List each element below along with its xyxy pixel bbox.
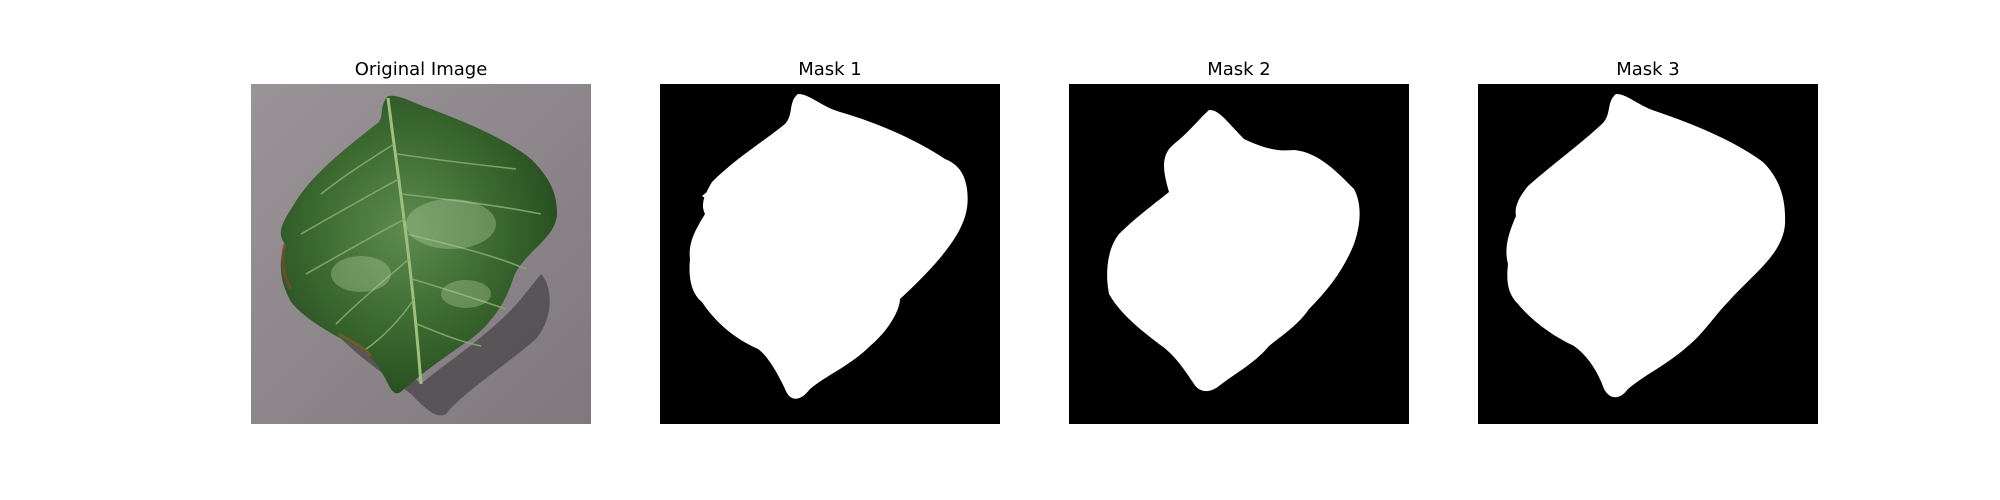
panel-mask-3: Mask 3 <box>1478 57 1818 424</box>
mask-1-image <box>660 84 1000 424</box>
panel-original-image: Original Image <box>251 57 591 424</box>
panel-mask-1: Mask 1 <box>660 57 1000 424</box>
panel-title: Mask 1 <box>798 59 862 80</box>
panel-title: Mask 3 <box>1616 59 1680 80</box>
panel-mask-2: Mask 2 <box>1069 57 1409 424</box>
mask-3-image <box>1478 84 1818 424</box>
panel-title: Mask 2 <box>1207 59 1271 80</box>
mask-2-image <box>1069 84 1409 424</box>
panel-title: Original Image <box>354 59 488 80</box>
original-leaf-image <box>251 84 591 424</box>
